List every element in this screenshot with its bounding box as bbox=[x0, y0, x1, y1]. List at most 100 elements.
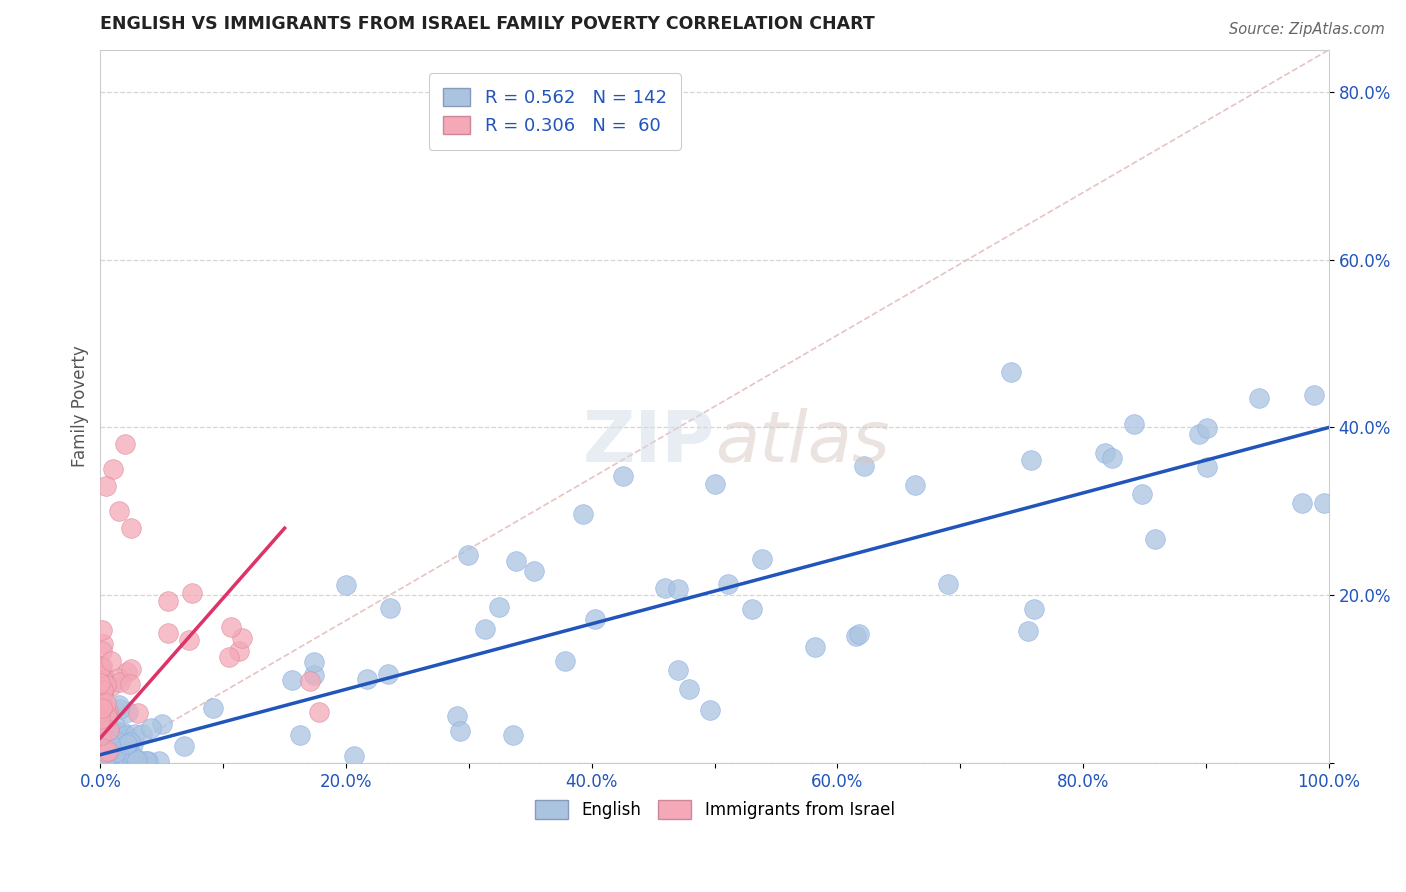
Point bbox=[115, 730, 138, 744]
Point bbox=[91, 734, 114, 748]
Point bbox=[90, 755, 112, 769]
Point bbox=[111, 749, 134, 764]
Point bbox=[335, 578, 357, 592]
Point bbox=[98, 737, 121, 751]
Point bbox=[302, 667, 325, 681]
Point bbox=[90, 754, 112, 768]
Point bbox=[1188, 426, 1211, 441]
Point bbox=[90, 755, 112, 769]
Point bbox=[717, 577, 740, 591]
Text: ENGLISH VS IMMIGRANTS FROM ISRAEL FAMILY POVERTY CORRELATION CHART: ENGLISH VS IMMIGRANTS FROM ISRAEL FAMILY… bbox=[100, 15, 875, 33]
Point bbox=[96, 755, 118, 769]
Point bbox=[91, 681, 114, 695]
Point bbox=[91, 668, 114, 682]
Point bbox=[90, 624, 112, 638]
Point bbox=[98, 752, 121, 766]
Point bbox=[377, 667, 399, 681]
Y-axis label: Family Poverty: Family Poverty bbox=[72, 345, 89, 467]
Point bbox=[94, 745, 117, 759]
Point bbox=[181, 586, 204, 600]
Point bbox=[804, 640, 827, 654]
Point bbox=[505, 554, 527, 568]
Point bbox=[89, 698, 111, 713]
Point bbox=[219, 620, 242, 634]
Point bbox=[100, 654, 122, 668]
Point bbox=[115, 665, 138, 680]
Point bbox=[103, 755, 125, 769]
Point bbox=[1303, 388, 1326, 402]
Legend: English, Immigrants from Israel: English, Immigrants from Israel bbox=[529, 794, 901, 826]
Point bbox=[107, 672, 129, 686]
Point bbox=[612, 469, 634, 483]
Point bbox=[1195, 460, 1218, 475]
Point bbox=[94, 696, 117, 710]
Point bbox=[1019, 453, 1042, 467]
Point bbox=[91, 755, 114, 769]
Point bbox=[157, 593, 180, 607]
Point bbox=[904, 478, 927, 492]
Point bbox=[127, 706, 149, 720]
Point bbox=[699, 703, 721, 717]
Point bbox=[101, 462, 124, 476]
Point bbox=[108, 698, 131, 712]
Point bbox=[523, 564, 546, 578]
Point bbox=[91, 755, 114, 769]
Point bbox=[98, 755, 121, 769]
Point bbox=[96, 707, 118, 722]
Point bbox=[91, 716, 114, 731]
Point bbox=[112, 724, 135, 739]
Point bbox=[107, 504, 129, 518]
Point bbox=[218, 650, 240, 665]
Point bbox=[228, 643, 250, 657]
Point bbox=[96, 730, 118, 744]
Point bbox=[100, 745, 122, 759]
Point bbox=[131, 727, 153, 741]
Point bbox=[177, 633, 200, 648]
Point bbox=[90, 663, 112, 677]
Point bbox=[105, 723, 128, 738]
Point bbox=[90, 659, 112, 673]
Point bbox=[91, 644, 114, 658]
Point bbox=[94, 731, 117, 745]
Point bbox=[1144, 532, 1167, 546]
Point bbox=[1000, 365, 1022, 379]
Point bbox=[94, 723, 117, 737]
Point bbox=[94, 755, 117, 769]
Point bbox=[150, 716, 173, 731]
Point bbox=[91, 755, 114, 769]
Point bbox=[90, 746, 112, 760]
Point bbox=[118, 750, 141, 764]
Point bbox=[380, 601, 402, 615]
Point bbox=[98, 737, 121, 751]
Point bbox=[90, 731, 112, 746]
Point bbox=[141, 721, 163, 735]
Point bbox=[90, 696, 112, 710]
Point bbox=[89, 675, 111, 690]
Point bbox=[108, 741, 131, 756]
Point bbox=[96, 479, 118, 493]
Point bbox=[114, 437, 136, 451]
Point bbox=[678, 681, 700, 696]
Point bbox=[89, 705, 111, 719]
Point bbox=[97, 739, 120, 753]
Point bbox=[91, 688, 114, 702]
Point bbox=[89, 678, 111, 692]
Point bbox=[115, 737, 138, 751]
Point bbox=[91, 673, 114, 688]
Point bbox=[90, 678, 112, 692]
Point bbox=[93, 755, 115, 769]
Point bbox=[298, 674, 321, 689]
Point bbox=[117, 705, 139, 719]
Point bbox=[148, 755, 170, 769]
Point bbox=[91, 753, 114, 767]
Point bbox=[449, 724, 471, 739]
Point bbox=[94, 674, 117, 689]
Point bbox=[115, 728, 138, 742]
Point bbox=[488, 599, 510, 614]
Point bbox=[1130, 487, 1153, 501]
Point bbox=[703, 476, 725, 491]
Point bbox=[98, 740, 121, 755]
Point bbox=[231, 631, 253, 645]
Point bbox=[1122, 417, 1144, 431]
Point bbox=[100, 680, 122, 694]
